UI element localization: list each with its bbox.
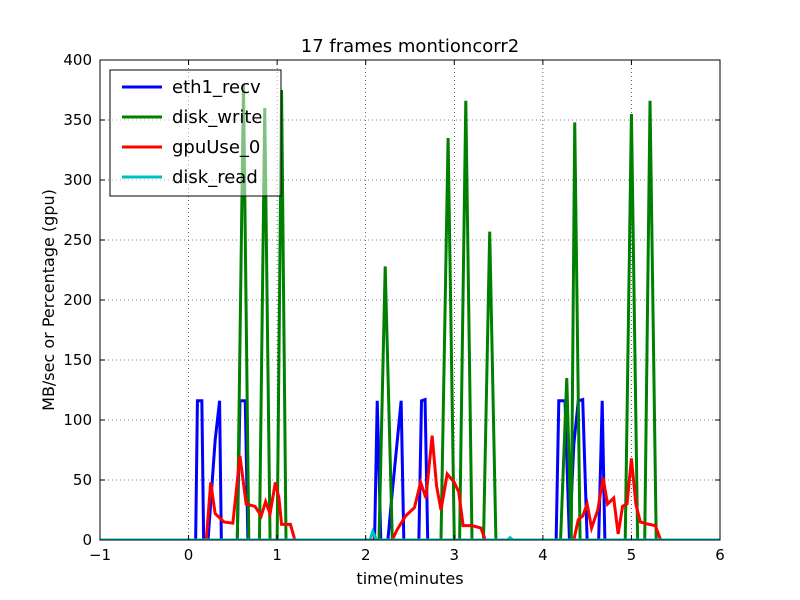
y-axis-label: MB/sec or Percentage (gpu)	[39, 189, 58, 411]
x-tick-label: −1	[89, 546, 111, 564]
x-tick-label: 4	[538, 546, 548, 564]
x-axis-label: time(minutes	[356, 569, 463, 588]
x-tick-label: 6	[715, 546, 725, 564]
legend: eth1_recv disk_write gpuUse_0 disk_read	[109, 69, 282, 197]
y-tick-label: 300	[63, 171, 92, 189]
x-tick-label: 2	[361, 546, 371, 564]
legend-label: eth1_recv	[172, 77, 261, 98]
x-tick-label: 3	[450, 546, 460, 564]
series-line-gpuUse-0	[204, 435, 663, 540]
y-tick-label: 150	[63, 351, 92, 369]
y-tick-label: 250	[63, 231, 92, 249]
y-tick-label: 350	[63, 111, 92, 129]
y-tick-label: 100	[63, 411, 92, 429]
y-tick-label: 400	[63, 51, 92, 69]
x-tick-label: 1	[272, 546, 282, 564]
legend-label: disk_write	[172, 107, 262, 128]
legend-box	[109, 69, 282, 197]
series-line-disk-write	[100, 83, 720, 540]
x-tick-label: 5	[627, 546, 637, 564]
y-tick-label: 0	[82, 531, 92, 549]
chart-title: 17 frames montioncorr2	[301, 36, 519, 57]
legend-label: gpuUse_0	[172, 137, 260, 158]
y-tick-label: 50	[73, 471, 92, 489]
legend-label: disk_read	[172, 167, 258, 188]
y-tick-label: 200	[63, 291, 92, 309]
x-tick-label: 0	[184, 546, 194, 564]
